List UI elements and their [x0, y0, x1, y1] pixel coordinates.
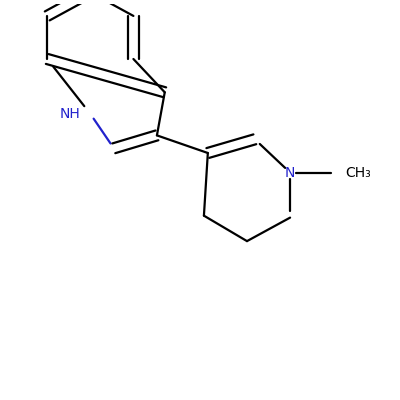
Text: NH: NH: [60, 107, 80, 121]
Text: N: N: [285, 166, 295, 180]
Text: CH₃: CH₃: [345, 166, 371, 180]
